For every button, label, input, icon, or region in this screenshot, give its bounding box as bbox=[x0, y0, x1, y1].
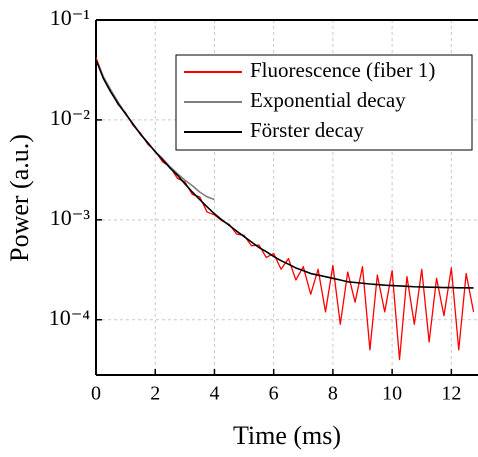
plot-area bbox=[96, 57, 475, 361]
y-tick-label: 10⁻² bbox=[50, 105, 91, 130]
y-axis-label: Power (a.u.) bbox=[5, 134, 34, 262]
legend-label: Förster decay bbox=[250, 118, 364, 142]
legend-label: Exponential decay bbox=[250, 88, 406, 112]
x-tick-label: 2 bbox=[150, 383, 160, 405]
x-axis-label: Time (ms) bbox=[233, 421, 341, 450]
x-tick-label: 4 bbox=[209, 383, 219, 405]
x-tick-label: 0 bbox=[91, 383, 101, 405]
x-tick-label: 10 bbox=[382, 383, 402, 405]
y-tick-label: 10⁻⁴ bbox=[49, 305, 91, 330]
legend-label: Fluorescence (fiber 1) bbox=[250, 58, 435, 82]
x-tick-label: 6 bbox=[269, 383, 279, 405]
x-tick-label: 12 bbox=[441, 383, 461, 405]
line bbox=[96, 59, 474, 289]
y-tick-label: 10⁻³ bbox=[50, 205, 91, 230]
x-tick-label: 8 bbox=[328, 383, 338, 405]
y-tick-label: 10⁻¹ bbox=[50, 5, 90, 30]
